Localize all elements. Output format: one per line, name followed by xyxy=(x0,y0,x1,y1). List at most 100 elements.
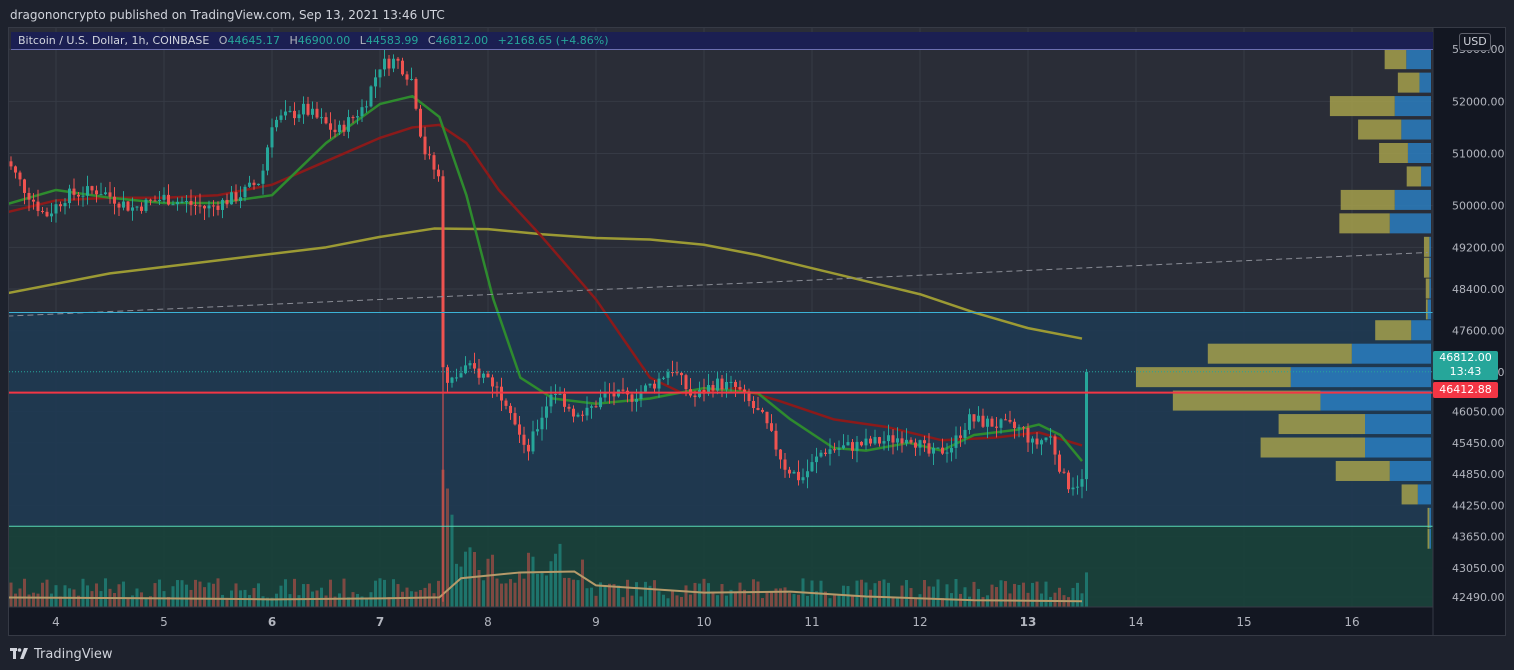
volume-bar xyxy=(1076,582,1079,607)
candle-body xyxy=(621,389,625,391)
price-axis[interactable] xyxy=(1433,28,1505,635)
candle-body xyxy=(36,201,40,211)
candle-body xyxy=(491,377,494,387)
volume-profile-bar-sell xyxy=(1401,119,1431,140)
candle-body xyxy=(63,203,67,207)
chart-frame[interactable]: 53000.0052000.0051000.0050000.0049200.00… xyxy=(8,27,1506,636)
candle-body xyxy=(653,383,656,389)
volume-bar xyxy=(261,596,265,607)
candle-body xyxy=(936,447,940,449)
candle-body xyxy=(252,182,256,185)
volume-profile-bar-buy xyxy=(1427,507,1430,528)
candle-body xyxy=(1031,438,1034,443)
candle-body xyxy=(828,449,832,454)
candle-body xyxy=(855,441,859,451)
volume-bar xyxy=(365,598,368,607)
candle-body xyxy=(324,117,328,124)
volume-bar xyxy=(770,591,773,607)
candle-body xyxy=(801,477,805,481)
symbol-name: Bitcoin / U.S. Dollar, 1h, COINBASE xyxy=(18,34,210,47)
volume-bar xyxy=(356,593,359,607)
volume-bar xyxy=(761,598,764,607)
volume-profile-bar-buy xyxy=(1329,96,1395,117)
candle-body xyxy=(333,129,337,133)
time-tick-label: 14 xyxy=(1128,615,1143,629)
candle-body xyxy=(747,391,751,402)
volume-profile-bar-buy xyxy=(1207,343,1352,364)
candle-body xyxy=(495,386,499,388)
time-tick-label: 9 xyxy=(592,615,600,629)
volume-bar xyxy=(1031,582,1034,607)
candle-body xyxy=(203,205,206,209)
candle-body xyxy=(50,213,53,217)
volume-bar xyxy=(59,596,62,607)
volume-bar xyxy=(257,583,260,607)
tradingview-footer[interactable]: TradingView xyxy=(10,645,113,663)
candle-body xyxy=(824,452,827,454)
volume-bar xyxy=(864,582,868,607)
volume-bar xyxy=(536,573,539,607)
candle-body xyxy=(887,435,890,442)
candle-body xyxy=(234,192,238,201)
candle-body xyxy=(756,408,760,410)
volume-bar xyxy=(1085,572,1088,607)
candle-body xyxy=(797,471,800,481)
volume-bar xyxy=(774,588,778,607)
candle-body xyxy=(1076,486,1079,488)
price-tick-label: 47600.00 xyxy=(1452,325,1505,338)
price-chart[interactable]: 53000.0052000.0051000.0050000.0049200.00… xyxy=(9,28,1505,635)
candle-body xyxy=(189,201,193,205)
candle-body xyxy=(500,386,503,401)
volume-bar xyxy=(648,585,652,607)
volume-profile-bar-sell xyxy=(1429,507,1431,528)
candle-body xyxy=(509,405,512,414)
volume-bar xyxy=(756,581,760,607)
volume-bar xyxy=(639,596,643,607)
volume-bar xyxy=(824,591,827,607)
candle-body xyxy=(18,172,22,180)
currency-badge[interactable]: USD xyxy=(1459,33,1491,51)
volume-bar xyxy=(288,594,292,607)
volume-bar xyxy=(531,556,535,607)
volume-bar xyxy=(207,582,211,607)
volume-bar xyxy=(77,595,80,607)
volume-bar xyxy=(540,571,544,607)
candle-body xyxy=(590,406,593,408)
candle-body xyxy=(414,78,418,109)
candle-body xyxy=(707,385,710,394)
candle-body xyxy=(990,418,994,427)
volume-bar xyxy=(482,580,485,607)
volume-bar xyxy=(707,583,710,607)
volume-bar xyxy=(203,587,206,607)
candle-body xyxy=(41,210,44,212)
candle-body xyxy=(32,199,35,202)
candle-body xyxy=(941,447,944,454)
candle-body xyxy=(846,442,850,446)
volume-profile-bar-buy xyxy=(1401,484,1418,505)
time-tick-label: 5 xyxy=(160,615,168,629)
time-axis[interactable] xyxy=(9,607,1433,635)
candle-body xyxy=(428,154,431,156)
candle-body xyxy=(365,106,368,108)
volume-bar xyxy=(117,584,121,607)
candle-body xyxy=(288,110,292,112)
time-tick-label: 8 xyxy=(484,615,492,629)
candle-body xyxy=(23,179,26,193)
volume-bar xyxy=(428,583,431,607)
volume-profile-bar-sell xyxy=(1394,189,1431,210)
candle-body xyxy=(257,183,260,185)
volume-profile-bar-sell xyxy=(1389,460,1431,481)
candle-body xyxy=(869,438,872,444)
candle-body xyxy=(549,394,553,407)
volume-bar xyxy=(779,588,782,607)
candle-body xyxy=(995,426,998,428)
volume-bar xyxy=(563,577,566,607)
candle-body xyxy=(198,205,202,207)
candle-body xyxy=(117,203,121,208)
candle-body xyxy=(90,186,94,191)
volume-bar xyxy=(176,580,179,607)
volume-bar xyxy=(198,581,202,607)
volume-bar xyxy=(180,580,184,607)
volume-bar xyxy=(99,591,103,607)
volume-bar xyxy=(725,595,728,607)
